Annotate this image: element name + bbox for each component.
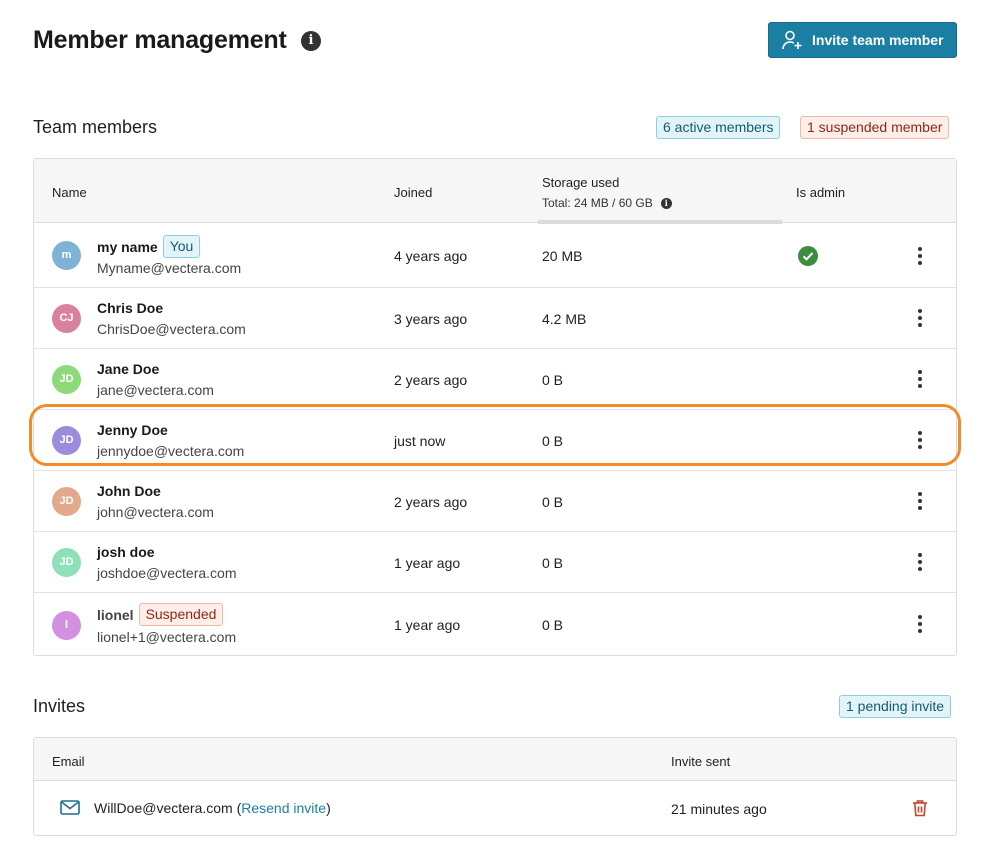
column-storage-label: Storage used: [542, 175, 620, 190]
column-invite-sent[interactable]: Invite sent: [671, 754, 731, 769]
column-admin[interactable]: Is admin: [796, 185, 846, 200]
table-row: JD Jane Doe jane@vectera.com 2 years ago…: [34, 349, 956, 410]
member-email: joshdoe@vectera.com: [97, 565, 237, 581]
page-title: Member management: [33, 26, 287, 54]
table-row: m my name You Myname@vectera.com 4 years…: [34, 223, 956, 288]
member-email: Myname@vectera.com: [97, 260, 242, 276]
member-name: my name You: [97, 235, 201, 258]
invite-email: WillDoe@vectera.com (Resend invite): [94, 800, 331, 816]
avatar: m: [52, 241, 81, 270]
team-members-heading: Team members: [33, 117, 158, 137]
suspended-badge: Suspended: [138, 603, 224, 626]
info-icon[interactable]: i: [301, 31, 321, 51]
avatar: JD: [52, 548, 81, 577]
avatar: CJ: [52, 304, 81, 333]
member-joined: 2 years ago: [394, 494, 468, 510]
column-storage[interactable]: Storage used Total: 24 MB / 60 GB i: [542, 175, 672, 210]
avatar: l: [52, 611, 81, 640]
avatar: JD: [52, 426, 81, 455]
member-name: josh doe: [97, 544, 155, 560]
member-name: lionel Suspended: [97, 603, 224, 626]
member-email: john@vectera.com: [97, 504, 214, 520]
invite-email-text: WillDoe@vectera.com: [94, 800, 233, 816]
avatar: JD: [52, 487, 81, 516]
suspended-members-badge: 1 suspended member: [800, 116, 950, 139]
invites-table: Email Invite sent WillDoe@vectera.com (R…: [33, 737, 957, 836]
member-storage: 0 B: [542, 372, 564, 388]
table-row: CJ Chris Doe ChrisDoe@vectera.com 3 year…: [34, 288, 956, 349]
member-name: Jenny Doe: [97, 422, 168, 438]
member-joined: just now: [394, 433, 446, 449]
member-email: lionel+1@vectera.com: [97, 629, 237, 645]
member-storage: 4.2 MB: [542, 311, 587, 327]
more-options-icon[interactable]: [916, 431, 924, 451]
table-row: WillDoe@vectera.com (Resend invite) 21 m…: [34, 781, 956, 835]
storage-total: Total: 24 MB / 60 GB i: [542, 196, 672, 210]
pending-invites-badge: 1 pending invite: [839, 695, 952, 718]
member-email: jennydoe@vectera.com: [97, 443, 245, 459]
envelope-icon: [60, 800, 80, 815]
member-storage: 0 B: [542, 617, 564, 633]
invite-button-label: Invite team member: [812, 32, 944, 48]
active-members-badge: 6 active members: [656, 116, 781, 139]
member-email: jane@vectera.com: [97, 382, 214, 398]
column-email[interactable]: Email: [52, 754, 85, 769]
more-options-icon[interactable]: [916, 309, 924, 329]
invite-sent-time: 21 minutes ago: [671, 801, 767, 817]
add-user-icon: [782, 30, 802, 50]
more-options-icon[interactable]: [916, 615, 924, 635]
storage-info-icon[interactable]: i: [660, 197, 672, 209]
member-storage: 20 MB: [542, 248, 583, 264]
table-row: JD josh doe joshdoe@vectera.com 1 year a…: [34, 532, 956, 593]
member-name: Chris Doe: [97, 300, 164, 316]
column-name[interactable]: Name: [52, 185, 87, 200]
member-storage: 0 B: [542, 433, 564, 449]
more-options-icon[interactable]: [916, 247, 924, 267]
member-joined: 3 years ago: [394, 311, 468, 327]
avatar: JD: [52, 365, 81, 394]
more-options-icon[interactable]: [916, 370, 924, 390]
table-row: JD Jenny Doe jennydoe@vectera.com just n…: [34, 410, 956, 471]
member-joined: 2 years ago: [394, 372, 468, 388]
admin-check-icon: [798, 246, 818, 266]
table-row: JD John Doe john@vectera.com 2 years ago…: [34, 471, 956, 532]
member-storage: 0 B: [542, 555, 564, 571]
invite-team-member-button[interactable]: Invite team member: [768, 22, 957, 58]
member-joined: 4 years ago: [394, 248, 468, 264]
invites-heading: Invites: [33, 696, 86, 716]
storage-total-text: Total: 24 MB / 60 GB: [542, 196, 653, 210]
member-name: John Doe: [97, 483, 161, 499]
members-table: Name Joined Storage used Total: 24 MB / …: [33, 158, 957, 656]
trash-icon[interactable]: [912, 799, 928, 817]
member-joined: 1 year ago: [394, 555, 461, 571]
table-row: l lionel Suspended lionel+1@vectera.com …: [34, 593, 956, 655]
members-table-header: Name Joined Storage used Total: 24 MB / …: [34, 159, 956, 224]
column-joined[interactable]: Joined: [394, 185, 433, 200]
more-options-icon[interactable]: [916, 492, 924, 512]
invites-table-header: Email Invite sent: [34, 738, 956, 781]
more-options-icon[interactable]: [916, 553, 924, 573]
storage-usage-bar: [538, 220, 782, 224]
member-name: Jane Doe: [97, 361, 160, 377]
member-name-text: lionel: [97, 606, 134, 623]
member-name-text: my name: [97, 238, 158, 255]
member-joined: 1 year ago: [394, 617, 461, 633]
member-email: ChrisDoe@vectera.com: [97, 321, 246, 337]
you-badge: You: [162, 235, 201, 258]
resend-invite-link[interactable]: Resend invite: [241, 800, 327, 816]
member-storage: 0 B: [542, 494, 564, 510]
